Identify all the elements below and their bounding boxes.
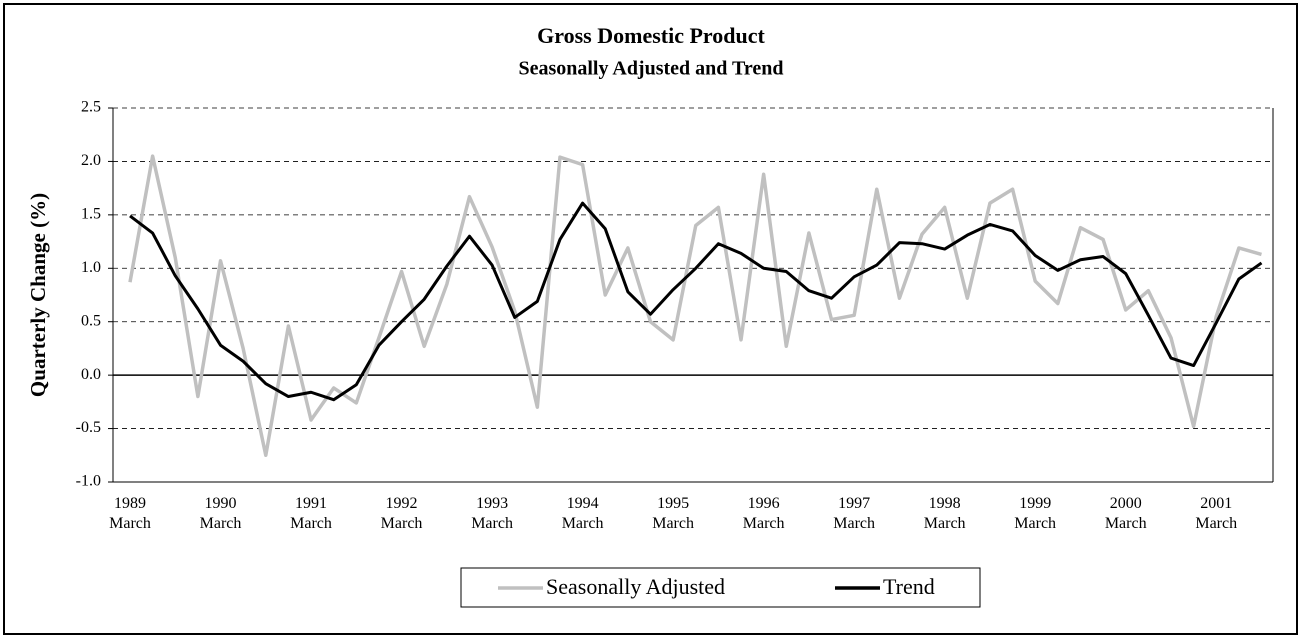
x-tick-label: 1990 March: [199, 495, 242, 532]
x-tick-label: 1993 March: [471, 495, 513, 532]
x-tick-label: 2001 March: [1195, 495, 1238, 532]
y-tick-label: -0.5: [76, 419, 101, 436]
series-line: [129, 201, 1263, 402]
x-tick-label: 1995 March: [652, 495, 694, 532]
chart-subtitle: Seasonally Adjusted and Trend: [518, 58, 783, 80]
x-tick-label: 1991 March: [290, 495, 332, 532]
x-tick-label: 1994 March: [561, 495, 604, 532]
y-tick-label: 1.0: [81, 259, 101, 276]
y-tick-label: 2.5: [81, 99, 101, 116]
y-tick-label: 0.5: [81, 312, 101, 329]
y-tick-label: 0.0: [81, 366, 101, 383]
legend-box: [460, 567, 981, 608]
y-tick-label: 1.5: [81, 206, 101, 223]
chart-title: Gross Domestic Product: [537, 23, 765, 48]
legend-label: Trend: [883, 574, 935, 599]
legend-label: Seasonally Adjusted: [546, 574, 725, 599]
y-axis-label: Quarterly Change (%): [26, 193, 50, 397]
x-tick-label: 1997 March: [833, 495, 876, 532]
x-tick-label: 1996 March: [742, 495, 785, 532]
x-tick-label: 2000 March: [1104, 495, 1147, 532]
y-tick-label: 2.0: [81, 152, 101, 169]
x-tick-label: 1992 March: [380, 495, 423, 532]
x-tick-label: 1998 March: [923, 495, 966, 532]
series-line: [128, 154, 1262, 458]
y-tick-label: -1.0: [76, 473, 101, 490]
x-tick-label: 1989 March: [109, 495, 151, 532]
x-tick-label: 1999 March: [1014, 495, 1057, 532]
